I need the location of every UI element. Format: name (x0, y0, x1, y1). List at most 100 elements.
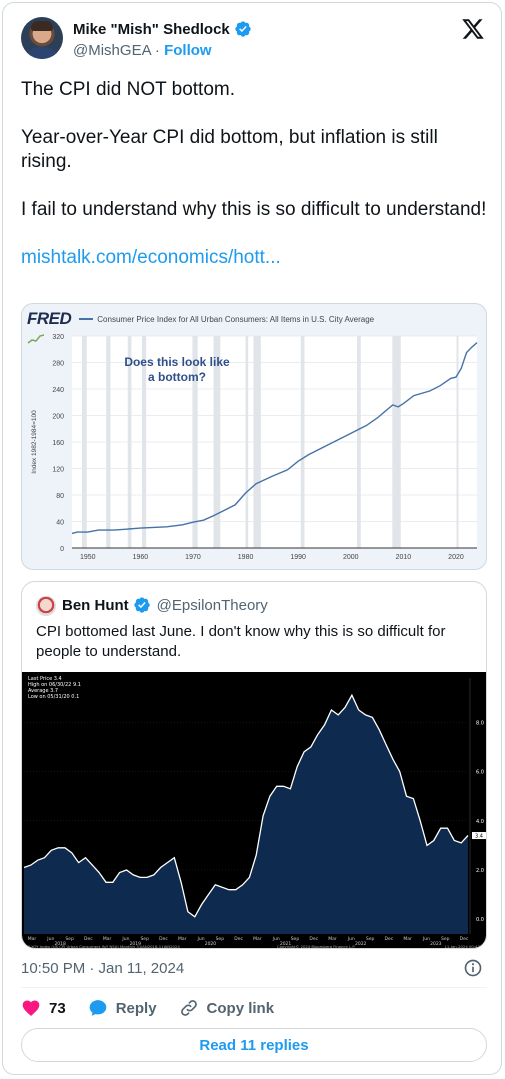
annotation-line: a bottom? (148, 370, 206, 384)
y-tick-label: 2.0 (476, 868, 484, 874)
x-tick-label: 2000 (343, 554, 359, 561)
y-tick-label: 8.0 (476, 720, 484, 726)
year-label: 2022 (355, 941, 367, 947)
legend-entry: Low on 05/31/20 0.1 (28, 694, 80, 700)
quoted-author-avatar[interactable] (36, 596, 56, 616)
annotation-line: Does this look like (124, 355, 230, 369)
tweet-timestamp[interactable]: 10:50 PM · Jan 11, 2024 (21, 960, 185, 977)
x-tick-label: Jun (347, 936, 355, 942)
y-axis-label: Index 1982-1984=100 (31, 410, 38, 474)
tweet-paragraph: I fail to understand why this is so diff… (21, 199, 487, 220)
legend-entry: High on 06/30/22 9.1 (28, 682, 81, 688)
x-tick-label: Mar (178, 936, 187, 942)
y-tick-label: 0 (60, 546, 64, 553)
x-tick-label: Jun (422, 936, 430, 942)
y-tick-label: 200 (52, 414, 64, 421)
tweet-link[interactable]: mishtalk.com/economics/hott... (21, 247, 281, 268)
quoted-tweet-text: CPI bottomed last June. I don't know why… (36, 623, 446, 660)
fred-chart-image[interactable]: FRED Consumer Price Index for All Urban … (21, 303, 487, 570)
x-tick-label: Jun (197, 936, 205, 942)
y-tick-label: 280 (52, 361, 64, 368)
author-name[interactable]: Mike "Mish" Shedlock (73, 20, 230, 38)
x-tick-label: Sep (216, 936, 225, 942)
divider (21, 987, 487, 988)
handle-separator: · (154, 42, 160, 59)
chart-annotation: Does this look like a bottom? (124, 355, 230, 384)
footer-copyright: Copyright© 2024 Bloomberg Finance L.P. (277, 944, 355, 949)
year-label: 2021 (280, 941, 292, 947)
x-tick-label: Dec (234, 936, 243, 942)
fred-header: FRED Consumer Price Index for All Urban … (27, 309, 375, 344)
x-tick-label: Sep (140, 936, 149, 942)
x-tick-label: Mar (253, 936, 262, 942)
bloomberg-chart-image[interactable]: 0.0 2.0 4.0 6.0 8.0 3.4 Mar Jun Sep Dec Mar Jun Sep D… (22, 672, 486, 949)
x-tick-label: Mar (103, 936, 112, 942)
like-count: 73 (49, 999, 66, 1017)
x-tick-label: Sep (366, 936, 375, 942)
heart-icon (22, 1000, 40, 1016)
quoted-tweet[interactable]: Ben Hunt @EpsilonTheory CPI bottomed las… (21, 581, 487, 949)
follow-button[interactable]: Follow (164, 42, 212, 59)
x-tick-label: 1980 (238, 554, 254, 561)
cpi-yoy-line (23, 693, 469, 918)
read-replies-button[interactable]: Read 11 replies (21, 1028, 487, 1062)
tweet-paragraph: Year-over-Year CPI did bottom, but infla… (21, 127, 438, 172)
year-label: 2023 (430, 941, 442, 947)
verified-badge-icon (133, 597, 150, 613)
footer-source: CPI YOY Index (US CPI Urban Consumers Yo… (24, 944, 180, 949)
fred-plot: 0 40 80 120 160 200 240 280 320 1950 1960 1970 1980 1… (31, 334, 478, 561)
like-button[interactable]: 73 (21, 998, 66, 1018)
footer-timestamp: 11-Jan-2024 00:47:22 (444, 944, 486, 949)
x-tick-label: Sep (441, 936, 450, 942)
author-handle[interactable]: @MishGEA (73, 42, 151, 59)
quoted-author-name[interactable]: Ben Hunt (62, 596, 129, 614)
cpi-yoy-area (24, 695, 468, 934)
x-tick-label: Jun (46, 936, 54, 942)
fred-legend-line (79, 318, 94, 320)
x-tick-label: Mar (403, 936, 412, 942)
author-avatar[interactable] (21, 17, 63, 59)
link-icon (180, 1000, 197, 1016)
x-tick-label: 2010 (396, 554, 412, 561)
fred-logo: FRED (27, 309, 72, 328)
reply-bubble-icon (89, 1000, 107, 1016)
author-handle-row: @MishGEA · Follow (73, 42, 212, 59)
legend-entry: Average 3.7 (28, 688, 59, 694)
cpi-series-line (71, 342, 478, 535)
x-tick-label: Mar (328, 936, 337, 942)
x-tick-label: Dec (84, 936, 93, 942)
x-tick-label: Jun (121, 936, 129, 942)
x-tick-label: 1960 (133, 554, 149, 561)
y-tick-label: 40 (56, 520, 64, 527)
legend-entry: Last Price 3.4 (28, 676, 62, 682)
year-label: 2018 (54, 941, 66, 947)
avatar-hair (31, 21, 53, 31)
x-tick-label: Sep (65, 936, 74, 942)
avatar-shirt (25, 47, 59, 59)
y-tick-label: 160 (52, 440, 64, 447)
x-tick-label: Dec (159, 936, 168, 942)
info-icon[interactable] (463, 958, 483, 978)
quoted-author-handle[interactable]: @EpsilonTheory (156, 596, 268, 614)
verified-badge-icon (235, 21, 251, 37)
y-tick-label: 320 (52, 334, 64, 341)
fred-chart-title: Consumer Price Index for All Urban Consu… (97, 314, 375, 324)
copy-link-button[interactable]: Copy link (179, 998, 275, 1018)
reply-button[interactable]: Reply (88, 998, 157, 1018)
y-tick-label: 6.0 (476, 770, 484, 776)
x-tick-label: Sep (291, 936, 300, 942)
copy-link-label: Copy link (206, 999, 275, 1017)
bloomberg-plot: 0.0 2.0 4.0 6.0 8.0 3.4 Mar Jun Sep Dec Mar Jun Sep D… (23, 678, 486, 949)
fred-logo-graph-icon (27, 334, 45, 344)
x-tick-label: 2020 (448, 554, 464, 561)
x-tick-label: Dec (460, 936, 469, 942)
y-tick-label: 0.0 (476, 917, 484, 923)
x-tick-label: 1970 (185, 554, 201, 561)
x-logo-icon[interactable] (461, 17, 485, 41)
x-tick-label: Dec (309, 936, 318, 942)
y-tick-label: 4.0 (476, 819, 484, 825)
x-tick-label: Jun (272, 936, 280, 942)
y-tick-label: 120 (52, 467, 64, 474)
y-tick-label: 240 (52, 387, 64, 394)
